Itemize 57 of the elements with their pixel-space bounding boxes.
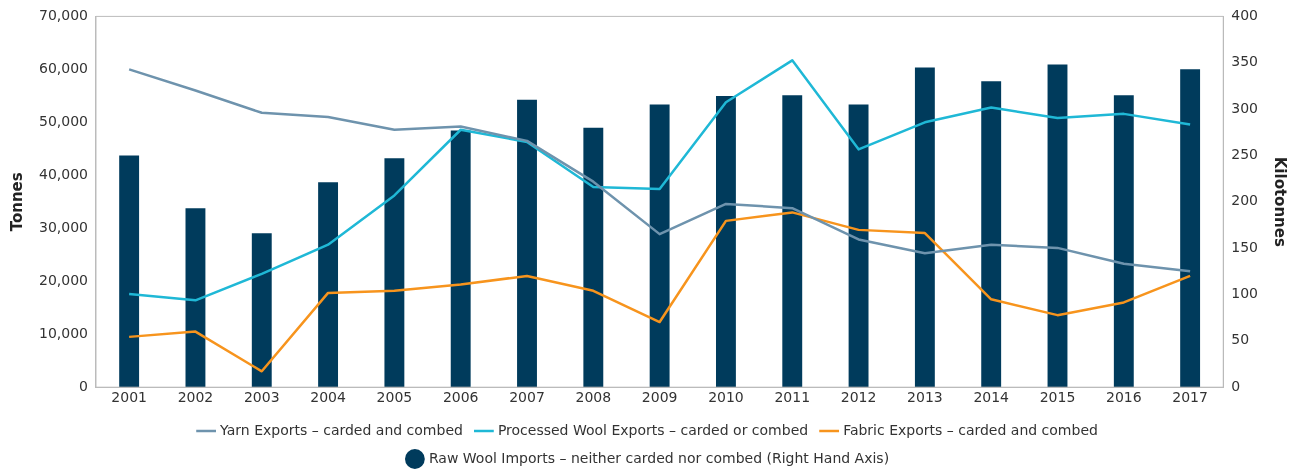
bar [716, 96, 736, 388]
y-tick-label: 50,000 [38, 112, 88, 129]
y2-tick-label: 300 [1231, 99, 1259, 116]
y2-tick-label: 350 [1231, 53, 1259, 70]
x-tick-label: 2001 [111, 389, 147, 406]
x-tick-label: 2014 [973, 389, 1010, 406]
bar [251, 233, 272, 388]
bar [318, 182, 339, 388]
x-tick-label: 2010 [708, 389, 744, 406]
legend-label: Yarn Exports – carded and combed [219, 421, 463, 438]
y2-tick-label: 200 [1231, 192, 1259, 209]
x-tick-label: 2009 [641, 389, 678, 406]
y2-tick-label: 400 [1231, 7, 1259, 24]
x-tick-label: 2005 [376, 389, 413, 406]
bar [649, 104, 670, 388]
bar [450, 130, 471, 388]
y-tick-label: 10,000 [38, 324, 88, 341]
y-tick-label: 40,000 [38, 165, 88, 182]
x-tick-label: 2013 [907, 389, 943, 406]
x-tick-label: 2008 [575, 389, 612, 406]
y-axis-title: Tonnes [7, 172, 26, 232]
bar [848, 104, 869, 388]
y-tick-label: 20,000 [38, 271, 88, 288]
bar [914, 67, 935, 388]
bar [384, 158, 405, 388]
y-tick-label: 30,000 [38, 218, 88, 235]
bar [1113, 95, 1134, 388]
bar [782, 95, 803, 388]
x-tick-label: 2015 [1039, 389, 1076, 406]
bar [583, 127, 604, 388]
bar [185, 208, 206, 388]
x-tick-label: 2004 [310, 389, 346, 406]
y2-tick-label: 150 [1231, 238, 1259, 255]
x-tick-label: 2011 [774, 389, 811, 406]
bar [119, 155, 140, 388]
legend-label: Fabric Exports – carded and combed [843, 421, 1098, 438]
bar [981, 81, 1002, 388]
x-tick-label: 2012 [840, 389, 877, 406]
y-tick-label: 70,000 [38, 7, 88, 24]
y-tick-label: 60,000 [38, 60, 88, 77]
bar [517, 99, 537, 388]
y2-tick-label: 100 [1231, 285, 1259, 302]
x-tick-label: 2017 [1172, 389, 1208, 406]
y2-axis-title: Kilotonnes [1271, 156, 1290, 247]
bar [1180, 69, 1201, 388]
y2-tick-label: 250 [1231, 146, 1259, 163]
x-tick-label: 2016 [1105, 389, 1142, 406]
legend-label: Processed Wool Exports – carded or combed [497, 421, 809, 438]
y-tick-label: 0 [79, 377, 88, 394]
y2-tick-label: 50 [1231, 331, 1250, 348]
x-tick-label: 2002 [177, 389, 214, 406]
bar [1047, 64, 1068, 388]
x-tick-label: 2003 [243, 389, 280, 406]
y2-tick-label: 0 [1231, 377, 1241, 394]
x-tick-label: 2006 [442, 389, 479, 406]
x-tick-label: 2007 [509, 389, 545, 406]
legend-label: Raw Wool Imports – neither carded nor combed (Right Hand Axis) [428, 449, 890, 466]
